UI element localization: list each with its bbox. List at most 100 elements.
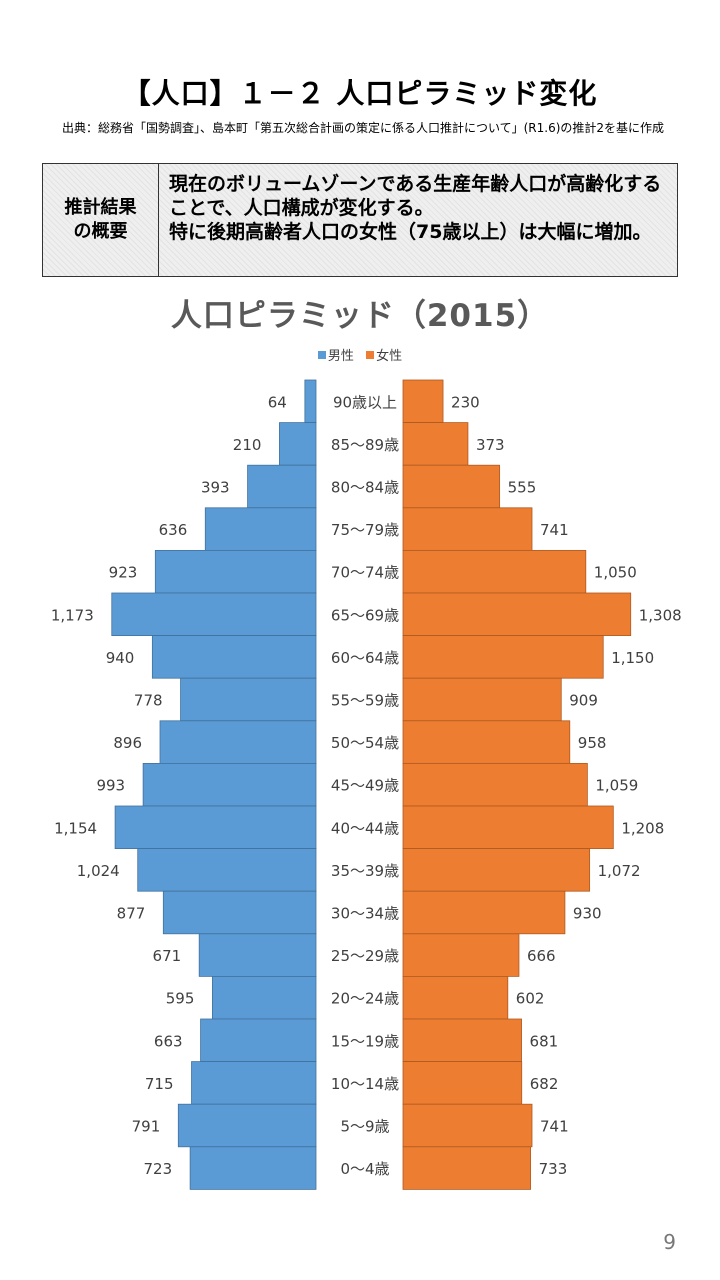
data-label-male: 723 (143, 1160, 172, 1178)
bar-female (402, 848, 591, 892)
data-label-female: 930 (573, 905, 602, 923)
category-label: 20～24歳 (331, 990, 399, 1008)
bar-female (402, 549, 587, 594)
data-label-male: 1,154 (54, 819, 97, 837)
category-label: 55～59歳 (331, 692, 399, 710)
bar-male (212, 976, 317, 1020)
data-label-female: 1,050 (594, 564, 637, 582)
bar-female (402, 464, 501, 509)
category-label: 75～79歳 (331, 521, 399, 539)
bar-male (162, 890, 317, 935)
data-label-male: 393 (201, 479, 230, 497)
legend-label-female: 女性 (376, 349, 403, 364)
legend-label-male: 男性 (327, 349, 354, 364)
source-note: 出典：総務省「国勢調査」、島本町「第五次総合計画の策定に係る人口推計について」(… (61, 121, 665, 135)
data-label-male: 715 (145, 1075, 174, 1093)
category-label: 60～64歳 (331, 649, 399, 667)
data-label-male: 1,173 (51, 606, 94, 624)
data-label-male: 923 (109, 564, 138, 582)
page-title: 【人口】１－２ 人口ピラミッド変化 (122, 77, 598, 110)
category-label: 5～9歳 (340, 1118, 389, 1136)
data-label-male: 940 (106, 649, 135, 667)
data-label-female: 1,208 (621, 819, 664, 837)
category-label: 35～39歳 (331, 862, 399, 880)
bar-male (114, 805, 317, 849)
bar-female (402, 677, 562, 722)
data-label-female: 555 (508, 479, 537, 497)
bar-female (402, 507, 533, 551)
bar-female (402, 1146, 532, 1190)
bar-male (247, 464, 317, 509)
data-label-female: 958 (578, 734, 607, 752)
bar-male (189, 1146, 317, 1190)
data-label-male: 636 (159, 521, 188, 539)
data-label-male: 64 (268, 393, 287, 411)
bar-female (402, 1018, 522, 1062)
summary-text: 現在のボリュームゾーンである生産年齢人口が高齢化することで、人口構成が変化する。… (169, 173, 662, 243)
bar-female (402, 933, 520, 977)
page-number: 9 (663, 1230, 676, 1254)
data-label-male: 993 (96, 777, 125, 795)
data-label-male: 663 (154, 1032, 183, 1050)
category-label: 40～44歳 (331, 819, 399, 837)
data-label-female: 1,308 (639, 606, 682, 624)
data-label-female: 909 (569, 692, 598, 710)
bar-male (204, 507, 317, 551)
bar-male (304, 379, 317, 423)
category-label: 80～84歳 (331, 479, 399, 497)
category-label: 85～89歳 (331, 436, 399, 454)
bar-female (402, 976, 509, 1020)
data-label-male: 877 (117, 905, 146, 923)
population-pyramid: 90歳以上 64 230 85～89歳 210 373 80～84歳 393 555 75～79歳… (51, 379, 682, 1190)
category-label: 0～4歳 (340, 1160, 389, 1178)
data-label-female: 1,072 (598, 862, 641, 880)
data-label-female: 741 (540, 521, 569, 539)
data-label-female: 682 (530, 1075, 559, 1093)
bar-male (177, 1103, 317, 1148)
category-label: 45～49歳 (331, 777, 399, 795)
category-label: 30～34歳 (331, 905, 399, 923)
bar-female (402, 720, 571, 764)
bar-male (198, 933, 317, 977)
data-label-male: 896 (113, 734, 142, 752)
category-label: 15～19歳 (331, 1032, 399, 1050)
category-label: 70～74歳 (331, 564, 399, 582)
data-label-female: 733 (539, 1160, 568, 1178)
bar-female (402, 805, 614, 849)
data-label-male: 595 (166, 990, 195, 1008)
category-label: 10～14歳 (331, 1075, 399, 1093)
chart-title: 人口ピラミッド（2015） (170, 298, 550, 334)
category-label: 25～29歳 (331, 947, 399, 965)
bar-male (154, 549, 317, 594)
data-label-male: 791 (132, 1118, 161, 1136)
bar-female (402, 592, 632, 636)
category-label: 90歳以上 (333, 393, 397, 411)
bar-male (111, 592, 317, 636)
bar-male (142, 762, 317, 807)
data-label-male: 778 (134, 692, 163, 710)
bar-male (151, 635, 317, 679)
bar-female (402, 422, 469, 466)
bar-female (402, 1061, 523, 1105)
category-label: 50～54歳 (331, 734, 399, 752)
bar-female (402, 635, 604, 679)
bar-male (159, 720, 317, 764)
data-label-female: 1,059 (595, 777, 638, 795)
legend-swatch-male (317, 351, 326, 359)
bar-male (180, 677, 317, 722)
bar-female (402, 762, 588, 807)
data-label-female: 230 (451, 393, 480, 411)
data-label-female: 1,150 (611, 649, 654, 667)
data-label-female: 666 (527, 947, 556, 965)
data-label-male: 210 (233, 436, 262, 454)
bar-female (402, 1103, 533, 1148)
bar-female (402, 890, 566, 935)
data-label-female: 741 (540, 1118, 569, 1136)
category-label: 65～69歳 (331, 606, 399, 624)
bar-male (191, 1061, 317, 1105)
summary-label: 推計結果 の概要 (43, 164, 159, 276)
legend-item-male: 男性 (317, 345, 354, 364)
bar-male (137, 848, 317, 892)
bar-female (402, 379, 444, 423)
data-label-female: 373 (476, 436, 505, 454)
